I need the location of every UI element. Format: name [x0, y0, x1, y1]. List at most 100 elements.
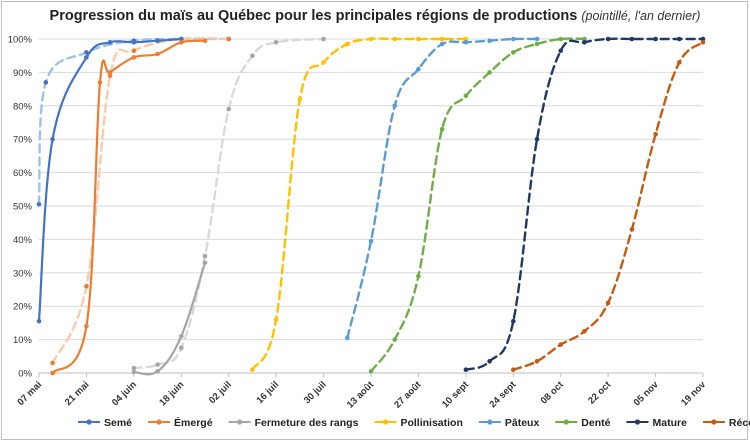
data-point — [84, 283, 89, 289]
legend-label: Denté — [581, 417, 610, 429]
data-point — [534, 136, 540, 142]
legend-marker — [711, 419, 717, 425]
data-point — [50, 360, 55, 366]
x-tick-label: 19 nov — [679, 379, 709, 409]
data-point — [43, 80, 49, 85]
x-tick-label: 22 oct — [586, 379, 614, 407]
y-tick-label: 20% — [13, 302, 33, 313]
y-tick-label: 30% — [13, 268, 33, 279]
data-point — [582, 40, 587, 45]
y-tick-label: 50% — [13, 202, 33, 213]
data-point — [368, 36, 374, 42]
data-point — [511, 318, 516, 324]
data-point — [416, 66, 421, 72]
data-point — [273, 317, 279, 322]
legend-marker — [236, 419, 243, 425]
y-tick-label: 10% — [13, 335, 33, 346]
data-point — [131, 369, 137, 375]
data-point — [50, 136, 55, 142]
data-point — [36, 202, 42, 207]
x-tick-label: 24 sept — [487, 379, 519, 411]
data-point — [463, 40, 469, 45]
data-point — [179, 345, 184, 351]
data-point — [605, 300, 611, 306]
x-tick-label: 16 juil — [254, 379, 281, 406]
data-point — [463, 93, 469, 99]
data-point — [321, 60, 326, 65]
data-point — [179, 36, 184, 42]
series-line — [251, 37, 468, 371]
data-point — [463, 367, 469, 373]
series-7 — [345, 36, 540, 341]
chart-title: Progression du maïs au Québec pour les p… — [0, 8, 750, 24]
x-tick-label: 18 juin — [157, 379, 186, 408]
data-point — [558, 342, 563, 347]
data-point — [155, 369, 160, 374]
series-line — [51, 36, 230, 365]
x-tick-label: 13 août — [345, 379, 377, 411]
data-point — [368, 238, 374, 244]
series-6 — [250, 36, 469, 373]
x-tick-label: 21 mai — [63, 379, 92, 408]
series-line — [346, 37, 539, 340]
series-9 — [463, 36, 706, 373]
data-point — [107, 40, 113, 45]
data-point — [439, 41, 445, 47]
data-point — [487, 38, 492, 43]
data-point — [677, 60, 682, 65]
data-point — [392, 103, 398, 109]
legend-marker — [382, 419, 389, 425]
series-line — [464, 37, 705, 371]
data-point — [155, 51, 160, 57]
data-point — [226, 36, 231, 42]
data-point — [392, 36, 398, 42]
data-point — [50, 370, 55, 376]
series-1 — [36, 36, 231, 207]
series-3 — [50, 36, 231, 366]
legend-marker — [487, 419, 493, 425]
data-point — [131, 365, 137, 371]
data-point — [487, 359, 492, 364]
data-point — [155, 362, 160, 367]
legend-marker — [156, 419, 162, 425]
data-point — [558, 48, 563, 53]
data-point — [582, 36, 587, 42]
data-point — [273, 40, 279, 45]
data-point — [653, 131, 658, 137]
y-tick-label: 40% — [13, 235, 33, 246]
data-point — [250, 53, 255, 58]
y-tick-label: 70% — [13, 135, 33, 146]
series-5 — [131, 36, 326, 371]
data-point — [84, 323, 89, 329]
data-point — [250, 367, 255, 373]
data-point — [345, 41, 350, 47]
data-point — [202, 38, 208, 43]
series-8 — [368, 36, 587, 374]
legend-label: Fermeture des rangs — [255, 417, 359, 429]
data-point — [155, 38, 160, 43]
legend-label: Pâteux — [505, 417, 540, 429]
y-tick-label: 100% — [8, 35, 33, 46]
legend-label: Semé — [104, 417, 132, 429]
data-point — [534, 41, 540, 47]
data-point — [511, 36, 516, 42]
data-point — [97, 80, 103, 85]
data-point — [534, 36, 540, 42]
x-tick-label: 02 juil — [207, 379, 234, 406]
data-point — [226, 106, 231, 112]
legend-marker — [86, 419, 92, 425]
series-line — [512, 41, 705, 371]
chart-subtitle: (pointillé, l'an dernier) — [581, 9, 701, 23]
data-point — [629, 227, 635, 232]
data-point — [416, 273, 421, 279]
series-2 — [50, 38, 208, 376]
data-point — [534, 359, 540, 364]
data-point — [700, 36, 706, 42]
data-point — [487, 70, 492, 75]
y-tick-label: 0% — [18, 369, 32, 380]
data-point — [107, 73, 113, 78]
data-point — [297, 96, 303, 102]
data-point — [582, 329, 587, 334]
series-4 — [131, 260, 208, 376]
